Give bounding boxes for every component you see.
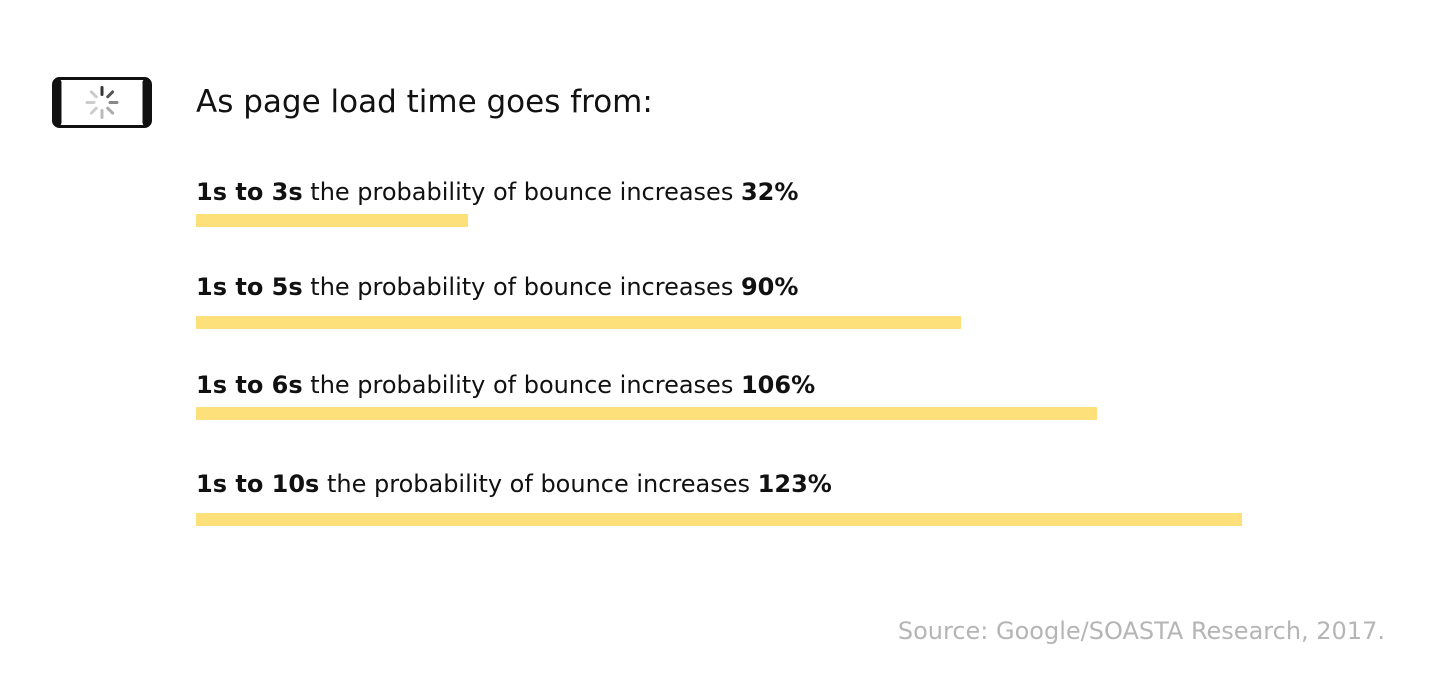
value-label: 106%: [740, 371, 816, 399]
source: Source: Google/SOASTA Research, 2017.: [897, 617, 1385, 645]
row-description: the probability of bounce increases: [310, 371, 734, 399]
value-label: 32%: [740, 178, 799, 206]
row-label: 1s to 6s the probability of bounce incre…: [196, 371, 815, 399]
phone-icon: [52, 77, 152, 128]
bar: [196, 214, 469, 227]
bar: [196, 407, 1098, 420]
value-label: 123%: [757, 470, 832, 498]
row-label: 1s to 5s the probability of bounce incre…: [196, 273, 798, 301]
category-label: 1s to 6s: [196, 371, 303, 399]
row-label: 1s to 10s the probability of bounce incr…: [196, 470, 832, 498]
row-description: the probability of bounce increases: [310, 273, 734, 301]
bar: [196, 513, 1242, 526]
category-label: 1s to 5s: [196, 273, 303, 301]
row-description: the probability of bounce increases: [310, 178, 734, 206]
row-description: the probability of bounce increases: [326, 470, 751, 498]
bar: [196, 316, 962, 329]
chart-title: As page load time goes from:: [196, 84, 653, 120]
category-label: 1s to 3s: [196, 178, 303, 206]
row-label: 1s to 3s the probability of bounce incre…: [196, 178, 798, 206]
category-label: 1s to 10s: [196, 470, 320, 498]
value-label: 90%: [740, 273, 799, 301]
